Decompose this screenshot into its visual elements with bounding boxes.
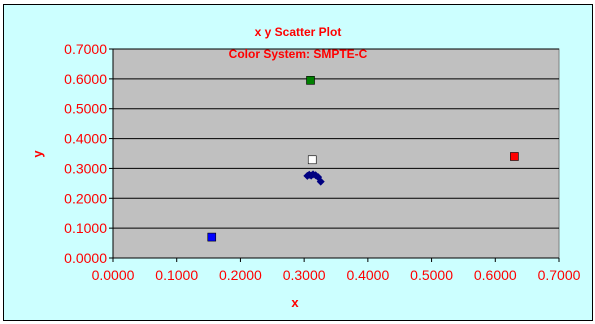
gridlines xyxy=(113,48,559,229)
y-tick-label: 0.5000 xyxy=(64,101,107,117)
data-point-square xyxy=(207,232,217,242)
axes xyxy=(109,48,560,262)
x-tick-label: 0.0000 xyxy=(92,267,135,283)
x-tick-label: 0.3000 xyxy=(283,267,326,283)
y-tick-label: 0.0000 xyxy=(64,250,107,266)
x-tick-label: 0.1000 xyxy=(155,267,198,283)
y-tick-label: 0.1000 xyxy=(64,220,107,236)
chart-title: x y Scatter Plot xyxy=(255,25,342,39)
x-tick-label: 0.7000 xyxy=(538,267,581,283)
data-point-square xyxy=(306,76,315,85)
y-tick-label: 0.2000 xyxy=(64,190,107,206)
y-axis-title: y xyxy=(30,150,45,158)
data-point-square xyxy=(510,152,519,161)
y-tick-label: 0.4000 xyxy=(64,131,107,147)
data-point-square xyxy=(307,155,317,165)
x-tick-label: 0.2000 xyxy=(219,267,262,283)
chart-frame: 0.0000 0.1000 0.2000 0.3000 0.4000 0.5000 0.60… xyxy=(3,4,593,321)
data-point-diamond xyxy=(316,177,325,186)
y-tick-label: 0.7000 xyxy=(64,41,107,57)
data-points xyxy=(207,76,519,242)
x-tick-label: 0.6000 xyxy=(474,267,517,283)
chart-subtitle: Color System: SMPTE-C xyxy=(229,47,368,61)
plot-area xyxy=(112,48,560,259)
x-tick-label: 0.5000 xyxy=(410,267,453,283)
x-tick-label: 0.4000 xyxy=(346,267,389,283)
y-tick-label: 0.3000 xyxy=(64,160,107,176)
tick-labels: 0.0000 0.1000 0.2000 0.3000 0.4000 0.5000 0.60… xyxy=(64,41,580,283)
x-axis-title: x xyxy=(291,295,299,310)
y-tick-label: 0.6000 xyxy=(64,71,107,87)
scatter-chart: 0.0000 0.1000 0.2000 0.3000 0.4000 0.5000 0.60… xyxy=(30,25,581,310)
